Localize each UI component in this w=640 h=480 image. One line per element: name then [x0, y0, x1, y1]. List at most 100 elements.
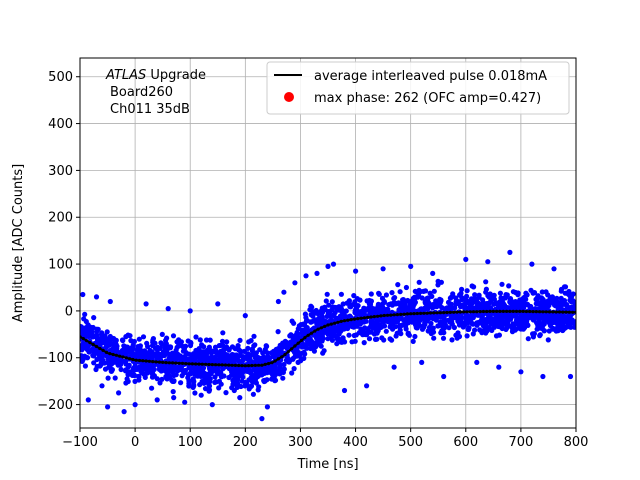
scatter-point: [198, 352, 204, 358]
scatter-point: [198, 364, 204, 370]
scatter-point: [116, 390, 122, 396]
scatter-point: [308, 319, 314, 325]
scatter-point: [215, 301, 221, 307]
scatter-point: [242, 354, 248, 360]
scatter-point: [525, 336, 531, 342]
scatter-point: [178, 354, 184, 360]
scatter-point: [85, 397, 91, 403]
scatter-point: [93, 294, 100, 300]
scatter-point: [103, 344, 109, 350]
scatter-point: [251, 379, 257, 385]
scatter-point: [506, 283, 512, 289]
scatter-point: [123, 361, 129, 367]
scatter-point: [529, 261, 535, 267]
scatter-point: [190, 357, 196, 363]
scatter-point: [391, 364, 397, 370]
average-pulse-point: [260, 363, 264, 367]
scatter-point: [405, 331, 411, 337]
scatter-point: [572, 321, 576, 327]
scatter-point: [216, 385, 222, 391]
average-pulse-point: [415, 311, 419, 316]
scatter-point: [562, 284, 569, 290]
scatter-point: [261, 370, 267, 376]
average-pulse-point: [442, 311, 446, 315]
scatter-point: [218, 348, 224, 355]
svg-text:ATLAS Upgrade: ATLAS Upgrade: [105, 68, 206, 83]
average-pulse-point: [438, 311, 442, 315]
scatter-point: [483, 330, 489, 336]
scatter-point: [165, 367, 171, 373]
scatter-point: [497, 290, 503, 296]
average-pulse-point: [336, 320, 340, 324]
average-pulse-point: [458, 310, 462, 314]
average-pulse-point: [405, 312, 409, 316]
scatter-point: [220, 330, 226, 336]
scatter-point: [483, 286, 489, 292]
scatter-point: [499, 281, 505, 287]
scatter-point: [182, 355, 188, 362]
scatter-point: [246, 339, 252, 345]
scatter-point: [460, 324, 466, 330]
scatter-point: [569, 317, 575, 323]
scatter-point: [212, 374, 218, 380]
legend-entry-max-phase: max phase: 262 (OFC amp=0.427): [314, 91, 541, 106]
average-pulse-point: [180, 361, 185, 365]
scatter-point: [465, 315, 471, 321]
scatter-point: [388, 316, 394, 322]
scatter-point: [261, 378, 267, 384]
scatter-point: [416, 279, 422, 285]
average-pulse-point: [392, 313, 396, 317]
scatter-point: [567, 373, 574, 380]
scatter-point: [212, 368, 218, 374]
scatter-point: [540, 373, 546, 380]
x-tick-label: 700: [508, 435, 533, 450]
scatter-point: [372, 336, 379, 342]
scatter-point: [360, 330, 366, 336]
average-pulse-point: [161, 360, 165, 364]
average-pulse-point: [184, 362, 188, 366]
plot-area-frame: [79, 57, 577, 429]
scatter-point: [277, 370, 283, 376]
average-pulse-point: [253, 363, 257, 367]
scatter-point: [129, 344, 135, 351]
scatter-point: [545, 292, 551, 298]
average-pulse-point: [316, 327, 320, 331]
scatter-point: [496, 318, 502, 324]
scatter-point: [454, 335, 460, 341]
average-pulse-point: [379, 314, 383, 318]
scatter-point: [115, 357, 121, 363]
scatter-point: [459, 286, 465, 292]
scatter-point: [299, 330, 305, 336]
scatter-point: [361, 340, 367, 346]
average-pulse-point: [551, 310, 555, 314]
scatter-point: [186, 364, 192, 371]
scatter-point: [452, 305, 458, 311]
scatter-point: [419, 295, 425, 301]
scatter-point: [531, 331, 538, 337]
scatter-point: [229, 354, 235, 361]
scatter-point: [509, 301, 515, 307]
scatter-point: [433, 316, 439, 322]
scatter-point: [540, 304, 546, 310]
scatter-point: [159, 331, 165, 337]
average-pulse-point: [114, 353, 118, 357]
scatter-point: [354, 323, 360, 329]
average-pulse-point: [151, 360, 155, 364]
scatter-point: [431, 288, 437, 294]
scatter-point: [371, 331, 377, 337]
scatter-point: [136, 364, 142, 370]
average-pulse-point: [369, 315, 373, 319]
scatter-point: [453, 295, 459, 301]
average-pulse-point: [164, 361, 168, 365]
scatter-point: [154, 397, 160, 403]
scatter-point: [120, 337, 126, 344]
scatter-point: [365, 306, 371, 312]
scatter-point: [351, 319, 357, 325]
scatter-point: [339, 339, 345, 345]
scatter-point: [141, 371, 147, 377]
average-pulse-point: [121, 355, 125, 359]
scatter-point: [474, 359, 480, 365]
scatter-point: [509, 311, 515, 317]
average-pulse-point: [518, 309, 522, 313]
scatter-point: [358, 326, 364, 332]
